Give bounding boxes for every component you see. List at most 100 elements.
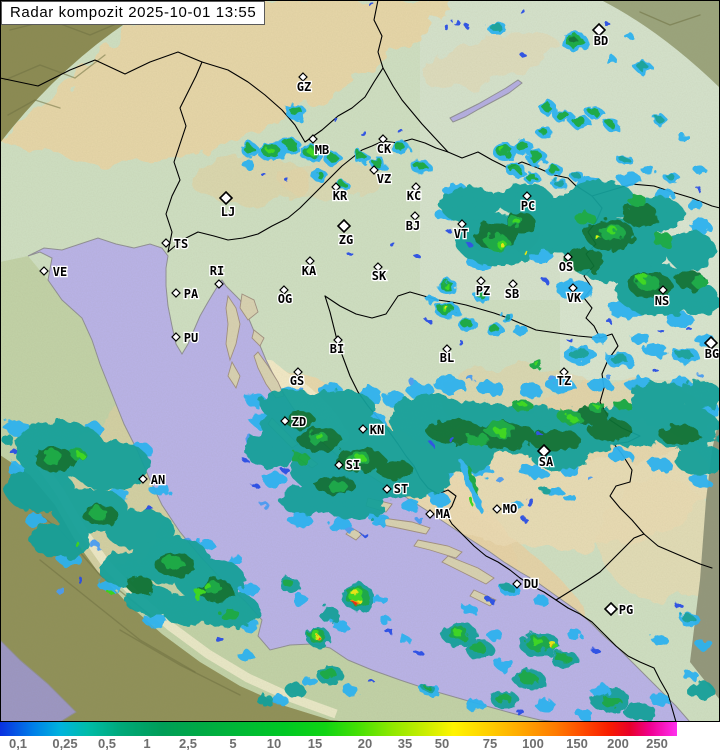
radar-cell [162, 594, 218, 626]
radar-cell [242, 458, 248, 462]
city-marker-icon [218, 190, 234, 206]
radar-cell [163, 556, 183, 570]
city-label: ZD [292, 415, 306, 429]
radar-map-canvas: VE TS RI PA PU LJ GZ MB CK VZ KR ZG KC BJ VT PC PZ SB OS VK… [0, 0, 720, 722]
radar-cell [509, 165, 521, 173]
city-marker-icon [334, 460, 344, 470]
city-si: SI [334, 457, 362, 473]
radar-cell [652, 635, 668, 645]
radar-cell [687, 328, 693, 332]
city-marker-icon [425, 509, 435, 519]
radar-cell [2, 419, 18, 431]
radar-cell [652, 368, 658, 372]
radar-cell [285, 140, 297, 150]
radar-cell [266, 147, 274, 153]
city-ka: KA [300, 256, 318, 279]
city-label: VZ [377, 172, 391, 186]
radar-cell [334, 118, 338, 122]
radar-cell [2, 435, 14, 445]
city-marker-icon [161, 238, 171, 248]
city-zd: ZD [280, 414, 308, 430]
radar-cell [565, 248, 605, 272]
radar-cell [414, 649, 422, 655]
radar-cell [495, 428, 509, 436]
radar-cell [461, 320, 473, 328]
radar-cell [245, 393, 265, 407]
radar-cell [400, 499, 420, 511]
radar-cell [619, 156, 629, 162]
radar-cell [533, 361, 539, 365]
radar-cell [445, 228, 451, 232]
radar-cell [424, 685, 430, 689]
radar-cell [290, 106, 302, 116]
radar-cell [588, 419, 632, 441]
radar-cell [697, 373, 703, 377]
radar-cell [548, 165, 558, 173]
radar-cell [284, 580, 294, 588]
scale-tick-label: 15 [307, 736, 323, 751]
city-marker-icon [39, 266, 49, 276]
city-bg: BG [703, 335, 720, 362]
city-pz: PZ [474, 276, 492, 299]
radar-cell [347, 252, 353, 256]
radar-cell [547, 487, 563, 497]
radar-cell [390, 243, 396, 247]
radar-cell [692, 276, 708, 288]
radar-cell [637, 62, 647, 70]
radar-cell [467, 243, 473, 247]
observation-date: 2025-10-01 [128, 4, 211, 21]
radar-cell [240, 584, 260, 596]
radar-cell [440, 187, 500, 223]
city-label: DU [524, 577, 538, 591]
radar-cell [370, 514, 390, 526]
radar-cell [591, 647, 599, 653]
radar-cell [285, 683, 305, 697]
city-marker-icon [331, 182, 341, 192]
radar-cell [495, 693, 511, 703]
radar-cell [602, 20, 608, 24]
radar-cell [592, 333, 608, 343]
radar-cell [257, 694, 273, 706]
radar-cell [655, 116, 663, 122]
city-marker-icon [333, 335, 343, 345]
radar-cell [316, 172, 324, 178]
city-pg: PG [603, 602, 635, 618]
radar-cell [624, 703, 656, 721]
city-label: VE [53, 265, 67, 279]
city-ns: NS [653, 285, 671, 309]
radar-cell [615, 400, 631, 410]
radar-cell [605, 56, 617, 64]
radar-cell [607, 121, 615, 127]
city-label: BJ [406, 219, 420, 233]
city-marker-icon [522, 191, 532, 201]
city-st: ST [382, 481, 410, 497]
scale-tick-label: 75 [482, 736, 498, 751]
radar-cell [569, 37, 577, 43]
radar-cell [362, 533, 368, 537]
city-ts: TS [161, 236, 190, 252]
radar-cell [360, 130, 366, 136]
city-marker-icon [442, 344, 452, 354]
title-bar: Radar kompozit 2025-10-01 13:55 [1, 1, 266, 25]
city-ve: VE [39, 264, 69, 280]
city-bj: BJ [404, 211, 422, 234]
city-marker-icon [457, 219, 467, 229]
radar-cell [572, 172, 580, 178]
radar-cell [413, 161, 425, 169]
city-marker-icon [171, 288, 181, 298]
radar-cell [665, 230, 715, 270]
radar-cell [596, 236, 600, 240]
radar-cell [377, 460, 413, 480]
radar-cell [567, 630, 583, 640]
radar-cell [516, 141, 528, 151]
radar-cell [667, 174, 675, 180]
radar-cell [307, 148, 313, 154]
radar-cell [150, 483, 170, 497]
country-borders [0, 0, 720, 722]
radar-cell [77, 577, 83, 583]
city-vk: VK [565, 283, 583, 306]
radar-cell [399, 131, 405, 135]
radar-cell [285, 411, 315, 429]
city-label: KA [302, 264, 317, 278]
city-og: OG [276, 285, 294, 307]
